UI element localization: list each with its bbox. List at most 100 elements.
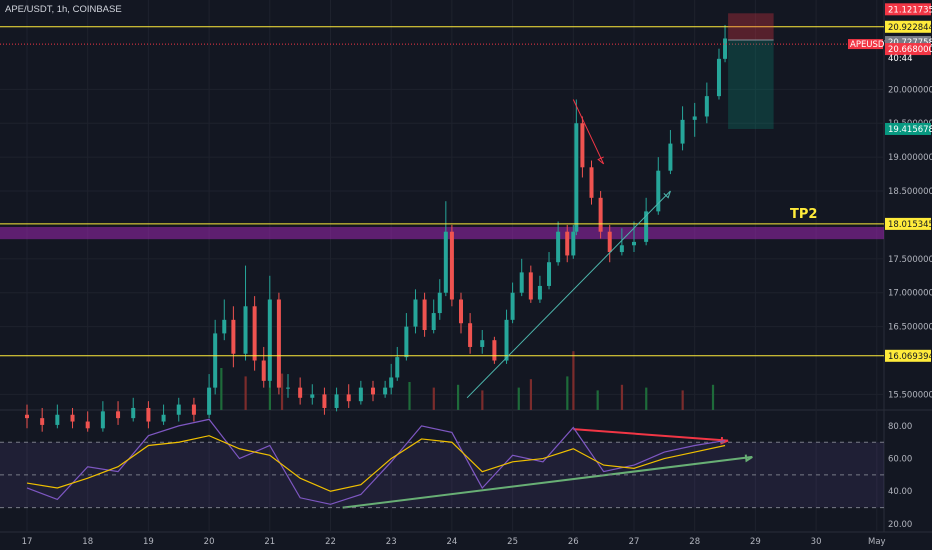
candle-body — [322, 394, 327, 408]
ascending-trendline — [466, 190, 671, 399]
candle-body — [252, 306, 257, 361]
volume-bar — [529, 379, 533, 410]
rsi-tick-label: 20.00 — [888, 520, 912, 530]
candle-body — [422, 299, 427, 331]
candle-body — [668, 143, 673, 171]
candle-body — [716, 58, 721, 97]
candle-body — [580, 123, 585, 168]
candle-body — [267, 299, 272, 381]
candle-body — [395, 357, 400, 378]
time-tick-label: 20 — [204, 537, 215, 547]
volume-bar — [517, 387, 520, 410]
price-axis[interactable]: USDT20.0000000019.5000000019.0000000018.… — [885, 3, 932, 400]
rsi-tick-label: 60.00 — [888, 455, 912, 465]
time-tick-label: 28 — [689, 537, 700, 547]
candle-body — [207, 387, 212, 415]
candle-body — [191, 404, 196, 415]
volume-bar — [432, 387, 435, 410]
volume-bar — [566, 376, 569, 410]
candle-body — [468, 323, 473, 347]
time-tick-label: May — [868, 537, 886, 547]
time-tick-label: 19 — [143, 537, 154, 547]
candle-body — [334, 394, 339, 408]
rsi-trendline — [342, 455, 753, 509]
target-price-tag: 19.41567877 — [888, 125, 932, 135]
candle-body — [310, 394, 315, 398]
candle-body — [389, 377, 394, 388]
time-tick-label: 29 — [750, 537, 761, 547]
candle-body — [70, 414, 75, 422]
rsi-divergence-line — [573, 428, 729, 442]
candle-body — [298, 387, 303, 398]
time-tick-label: 30 — [811, 537, 822, 547]
price-tick-label: 19.00000000 — [888, 153, 932, 163]
candlestick-series — [25, 24, 728, 432]
candle-body — [492, 340, 497, 361]
volume-bar — [645, 387, 648, 410]
candle-body — [413, 299, 418, 327]
candle-body — [504, 319, 509, 361]
candle-body — [346, 394, 351, 402]
candle-body — [100, 411, 105, 429]
candle-body — [231, 319, 236, 354]
candle-body — [565, 231, 570, 256]
volume-bar — [408, 382, 411, 410]
candle-body — [571, 231, 576, 256]
candle-body — [510, 292, 515, 320]
candle-body — [370, 387, 375, 395]
red-trendline — [572, 99, 605, 165]
candle-body — [598, 197, 603, 232]
level-price-tag-bg — [885, 349, 931, 362]
level-price-tag: 18.01534502 — [888, 220, 932, 230]
volume-bar — [244, 376, 247, 410]
price-tick-label: 20.00000000 — [888, 85, 932, 95]
time-axis[interactable]: 17 18 19 20 21 22 23 24 25 26 27 28 29 30 May — [22, 537, 886, 547]
candle-body — [437, 292, 442, 314]
time-tick-label: 21 — [264, 537, 275, 547]
candle-body — [547, 262, 552, 286]
level-price-tag-bg — [885, 217, 931, 230]
price-tick-label: 16.50000000 — [888, 323, 932, 333]
price-tick-label: 18.50000000 — [888, 187, 932, 197]
candle-body — [40, 418, 45, 425]
level-price-tag: 16.06939404 — [888, 352, 932, 362]
time-tick-label: 18 — [82, 537, 93, 547]
trend-lines[interactable] — [342, 99, 753, 509]
candle-body — [443, 231, 448, 293]
time-tick-label: 22 — [325, 537, 336, 547]
price-tick-label: 15.50000000 — [888, 390, 932, 400]
candle-body — [619, 245, 624, 253]
red-trendline-arrowhead — [597, 156, 604, 165]
horizontal-levels[interactable]: APEUSDT — [0, 26, 890, 357]
level-price-tag: 20.92284489 — [888, 23, 932, 33]
candle-body — [146, 407, 151, 422]
candle-body — [213, 333, 218, 388]
time-tick-label: 23 — [386, 537, 397, 547]
candle-body — [574, 123, 579, 232]
entry-price-tag: 20.72775832 — [888, 38, 932, 48]
current-price-tag: 20.66800000 — [888, 45, 932, 55]
rsi-trendline-arrowhead — [744, 454, 753, 463]
rsi-tick-label: 40.00 — [888, 487, 912, 497]
target-price-tag-bg — [885, 122, 931, 135]
candle-body — [276, 299, 281, 388]
candle-body — [519, 272, 524, 293]
volume-bar — [681, 390, 684, 410]
stop-zone — [728, 13, 774, 41]
time-tick-label: 25 — [507, 537, 518, 547]
target-zone — [728, 40, 774, 129]
candle-body — [692, 116, 697, 120]
candle-body — [589, 167, 594, 198]
candle-body — [85, 421, 90, 429]
time-tick-label: 26 — [568, 537, 579, 547]
candle-body — [431, 313, 436, 331]
candle-body — [528, 272, 533, 300]
volume-bar — [481, 390, 484, 410]
short-position-tool[interactable] — [728, 13, 774, 129]
price-tick-label: 17.00000000 — [888, 289, 932, 299]
level-price-tag-bg — [885, 20, 931, 33]
rsi-axis: 80.00 60.00 40.00 20.00 — [888, 422, 912, 530]
candle-body — [680, 119, 685, 144]
volume-bar — [596, 390, 599, 410]
